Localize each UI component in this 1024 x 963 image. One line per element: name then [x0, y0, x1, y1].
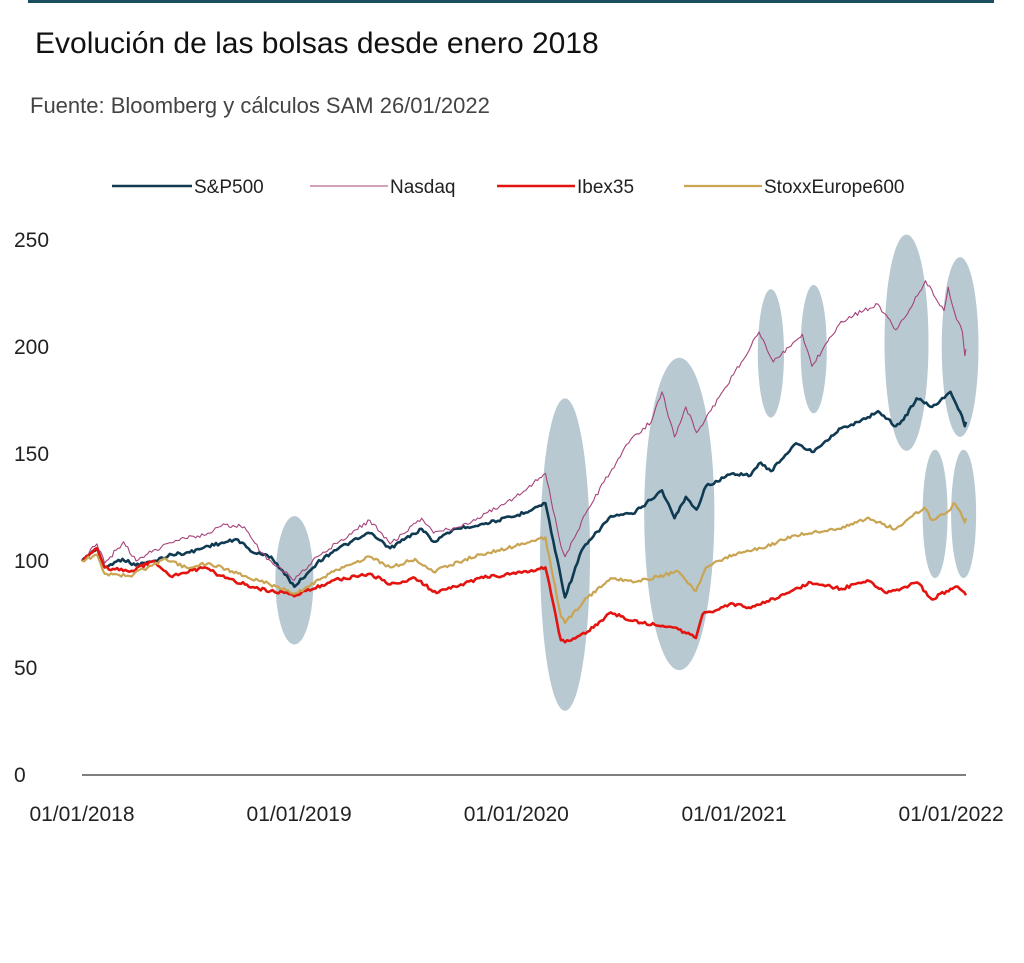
- y-tick-label: 200: [14, 336, 49, 359]
- y-tick-label: 150: [14, 443, 49, 466]
- legend-label: StoxxEurope600: [764, 177, 905, 198]
- series-line-stoxxeurope600: [81, 502, 968, 625]
- y-tick-label: 0: [14, 764, 26, 787]
- series-line-nasdaq: [81, 280, 967, 581]
- highlight-ellipse-3: [644, 357, 715, 671]
- x-tick-label: 01/01/2019: [247, 803, 352, 826]
- x-tick-label: 01/01/2021: [681, 803, 786, 826]
- highlight-ellipses: [275, 234, 979, 711]
- y-tick-label: 50: [14, 657, 37, 680]
- highlight-ellipse-2: [540, 398, 590, 711]
- highlight-ellipse-4: [757, 289, 785, 418]
- y-tick-label: 100: [14, 550, 49, 573]
- legend-label: Ibex35: [577, 177, 634, 198]
- x-tick-label: 01/01/2018: [29, 803, 134, 826]
- series-lines: [80, 280, 968, 644]
- highlight-ellipse-9: [951, 449, 977, 579]
- chart-title: Evolución de las bolsas desde enero 2018: [35, 27, 599, 60]
- legend-label: Nasdaq: [390, 177, 456, 198]
- header-rule: [28, 0, 994, 3]
- x-tick-label: 01/01/2020: [464, 803, 569, 826]
- y-tick-label: 250: [14, 229, 49, 252]
- highlight-ellipse-8: [922, 449, 948, 579]
- series-line-s-p500: [80, 390, 968, 599]
- highlight-ellipse-6: [884, 234, 929, 451]
- legend-label: S&P500: [194, 177, 264, 198]
- x-tick-label: 01/01/2022: [899, 803, 1004, 826]
- highlight-ellipse-5: [800, 284, 827, 414]
- chart-legend: S&P500 Nasdaq Ibex35 StoxxEurope600: [112, 177, 905, 198]
- series-line-ibex35: [81, 546, 968, 644]
- chart-source: Fuente: Bloomberg y cálculos SAM 26/01/2…: [30, 93, 490, 118]
- chart-axes: 0 50 100 150 200 250 01/01/2018 01/01/2019 01/01…: [14, 229, 1004, 826]
